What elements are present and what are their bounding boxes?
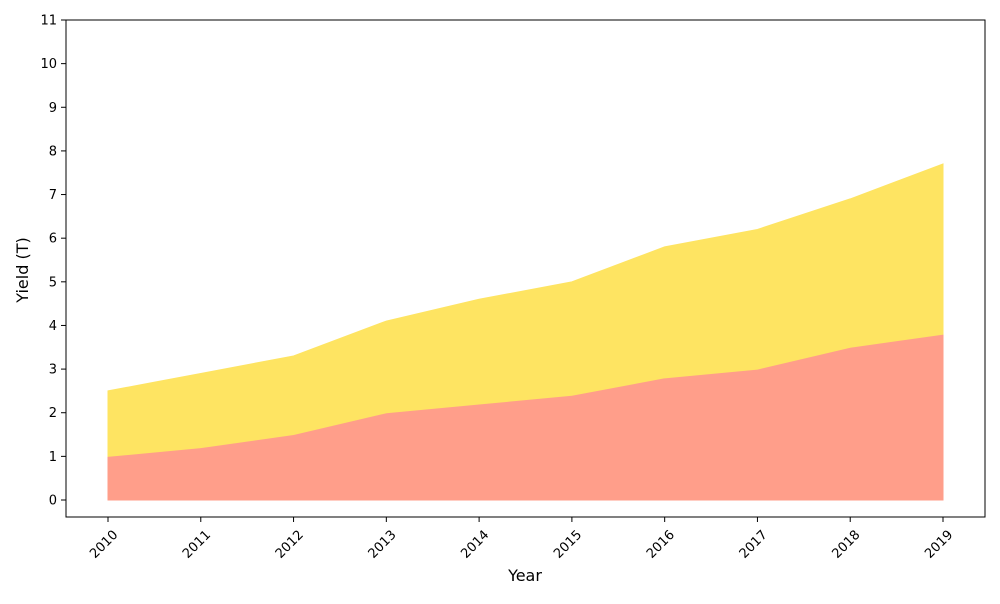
x-tick-label: 2010 — [87, 528, 121, 562]
x-axis: 2010 2011 2012 2013 2014 2015 2016 2017 2018 2019 — [87, 517, 956, 562]
y-tick-label: 7 — [49, 188, 57, 203]
y-tick-label: 9 — [49, 101, 57, 116]
x-tick-label: 2016 — [644, 528, 678, 562]
y-axis-label: Yield (T) — [13, 237, 32, 303]
x-tick-label: 2013 — [366, 528, 400, 562]
x-tick-label: 2014 — [458, 528, 492, 562]
y-tick-label: 6 — [49, 232, 57, 247]
area-layer — [107, 163, 944, 501]
x-axis-label: Year — [507, 566, 542, 585]
y-tick-label: 1 — [49, 450, 57, 465]
y-tick-label: 11 — [40, 14, 57, 29]
y-tick-label: 2 — [49, 406, 57, 421]
y-tick-label: 0 — [49, 494, 57, 509]
x-tick-label: 2018 — [829, 528, 863, 562]
x-tick-label: 2017 — [737, 528, 771, 562]
x-tick-label: 2012 — [273, 528, 307, 562]
plot-frame — [65, 19, 986, 518]
y-tick-label: 3 — [49, 363, 57, 378]
area-series-2 — [107, 163, 944, 457]
y-axis: 0 1 2 3 4 5 6 7 8 9 10 11 — [40, 14, 66, 509]
x-tick-label: 2015 — [551, 528, 585, 562]
x-tick-label: 2019 — [922, 528, 956, 562]
y-tick-label: 5 — [49, 275, 57, 290]
x-tick-label: 2011 — [180, 528, 214, 562]
y-tick-label: 8 — [49, 144, 57, 159]
y-tick-label: 4 — [49, 319, 57, 334]
y-tick-label: 10 — [40, 57, 57, 72]
